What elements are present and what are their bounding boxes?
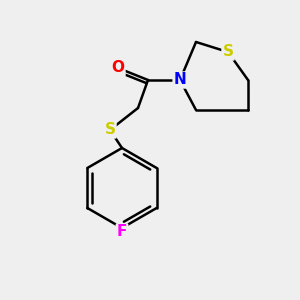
Text: N: N <box>174 73 186 88</box>
Text: O: O <box>112 61 124 76</box>
Text: S: S <box>223 44 233 59</box>
Text: S: S <box>104 122 116 137</box>
Text: F: F <box>117 224 127 239</box>
